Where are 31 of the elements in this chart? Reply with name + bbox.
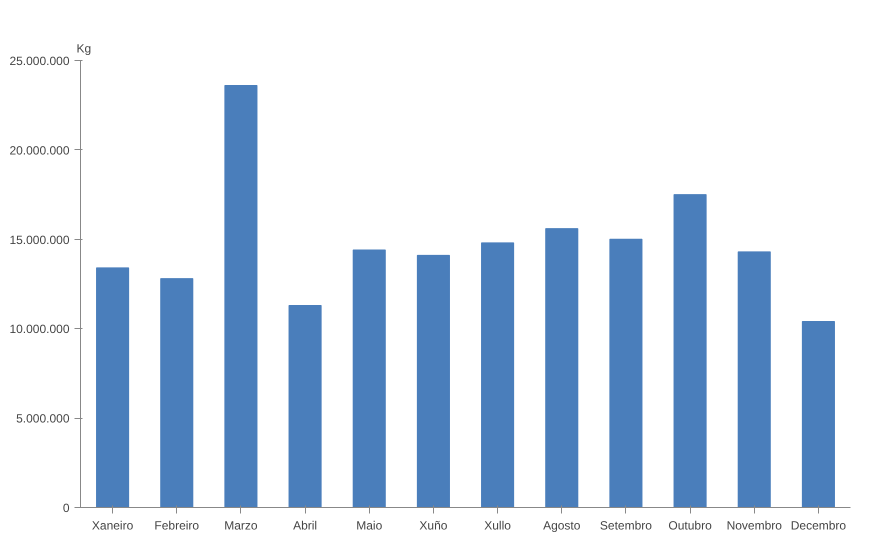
bar — [674, 194, 707, 508]
x-tick-label: Xullo — [484, 518, 512, 532]
bar — [416, 254, 450, 508]
x-tick-label: Setembro — [600, 518, 652, 532]
bar — [802, 321, 835, 508]
x-tick-label: Novembro — [726, 518, 782, 532]
bar — [224, 85, 258, 508]
x-tick-label: Agosto — [543, 518, 581, 532]
y-tick-label: 5.000.000 — [16, 412, 70, 426]
bar — [352, 250, 386, 508]
y-axis-title: Kg — [76, 42, 92, 56]
x-tick-label: Abril — [293, 518, 318, 532]
bar — [288, 304, 322, 508]
bar — [609, 238, 642, 508]
bar — [738, 251, 771, 508]
y-tick-label: 10.000.000 — [9, 322, 70, 336]
x-tick-label: Xuño — [419, 518, 448, 532]
y-tick-label: 0 — [62, 501, 70, 515]
x-tick-label: Decembro — [790, 518, 846, 532]
bar — [545, 228, 578, 508]
x-tick-label: Marzo — [224, 518, 258, 532]
bar — [96, 267, 130, 508]
x-tick-label: Maio — [356, 518, 383, 532]
y-tick-label: 15.000.000 — [9, 232, 70, 247]
bar — [160, 278, 194, 508]
bar — [481, 242, 514, 508]
y-tick-label: 25.000.000 — [9, 54, 70, 68]
x-tick-label: Outubro — [668, 518, 712, 532]
x-tick-label: Febreiro — [154, 518, 200, 532]
y-tick-label: 20.000.000 — [9, 143, 70, 158]
x-tick-label: Xaneiro — [92, 518, 134, 532]
